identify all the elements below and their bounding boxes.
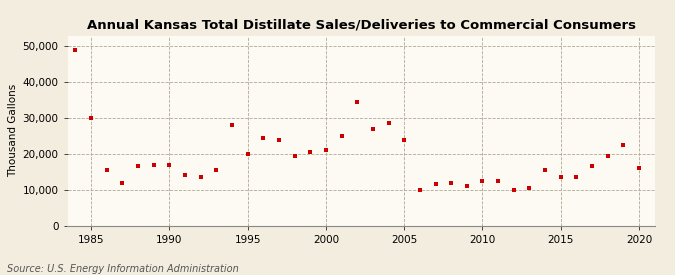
Point [430,182,441,186]
Point [477,178,488,183]
Point [132,164,143,169]
Point [336,134,347,138]
Point [367,126,378,131]
Point [618,143,629,147]
Point [211,168,221,172]
Point [446,180,456,185]
Point [180,173,190,178]
Point [602,153,613,158]
Y-axis label: Thousand Gallons: Thousand Gallons [8,84,18,177]
Point [101,168,112,172]
Point [399,138,410,142]
Point [462,184,472,188]
Point [524,186,535,190]
Point [242,152,253,156]
Point [273,138,284,142]
Point [117,180,128,185]
Point [414,188,425,192]
Point [587,164,597,169]
Point [195,175,206,179]
Point [493,178,504,183]
Point [383,121,394,126]
Point [352,100,362,104]
Point [634,166,645,170]
Point [258,136,269,140]
Point [227,123,238,127]
Text: Source: U.S. Energy Information Administration: Source: U.S. Energy Information Administ… [7,264,238,274]
Point [556,175,566,179]
Point [540,168,551,172]
Point [86,116,97,120]
Point [305,150,316,154]
Point [508,188,519,192]
Point [164,163,175,167]
Point [571,175,582,179]
Point [148,163,159,167]
Point [289,153,300,158]
Point [70,48,81,52]
Point [321,148,331,153]
Title: Annual Kansas Total Distillate Sales/Deliveries to Commercial Consumers: Annual Kansas Total Distillate Sales/Del… [86,19,636,32]
